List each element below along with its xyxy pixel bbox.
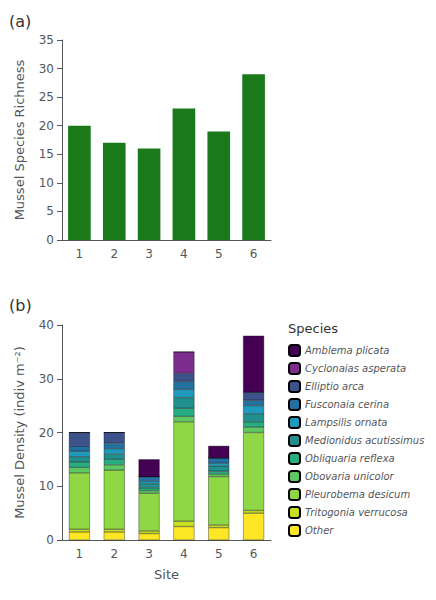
svg-text:Amblema plicata: Amblema plicata: [304, 345, 390, 356]
svg-text:Species: Species: [288, 321, 338, 336]
svg-text:Lampsilis ornata: Lampsilis ornata: [305, 417, 387, 428]
svg-text:4: 4: [180, 547, 188, 561]
svg-text:0: 0: [46, 233, 54, 247]
svg-text:Tritogonia verrucosa: Tritogonia verrucosa: [305, 507, 408, 518]
svg-text:5: 5: [215, 247, 223, 261]
svg-text:0: 0: [46, 533, 54, 547]
svg-text:35: 35: [39, 33, 54, 47]
svg-text:Medionidus acutissimus: Medionidus acutissimus: [305, 435, 424, 446]
svg-text:Cyclonaias asperata: Cyclonaias asperata: [305, 363, 406, 374]
svg-text:Elliptio arca: Elliptio arca: [305, 381, 364, 392]
svg-text:5: 5: [215, 547, 223, 561]
svg-text:2: 2: [110, 547, 118, 561]
svg-text:Other: Other: [305, 525, 334, 536]
svg-text:25: 25: [39, 90, 54, 104]
svg-text:20: 20: [39, 426, 54, 440]
svg-text:10: 10: [39, 479, 54, 493]
svg-text:3: 3: [145, 547, 153, 561]
svg-text:(a): (a): [9, 12, 31, 31]
svg-text:30: 30: [39, 372, 54, 386]
svg-text:Pleurobema desicum: Pleurobema desicum: [305, 489, 410, 500]
svg-text:5: 5: [46, 204, 54, 218]
svg-text:Obovaria unicolor: Obovaria unicolor: [305, 471, 395, 482]
svg-text:4: 4: [180, 247, 188, 261]
svg-text:6: 6: [250, 547, 258, 561]
svg-text:30: 30: [39, 62, 54, 76]
svg-text:Fusconaia cerina: Fusconaia cerina: [305, 399, 389, 410]
svg-text:1: 1: [76, 247, 84, 261]
svg-text:20: 20: [39, 119, 54, 133]
svg-text:40: 40: [39, 318, 54, 332]
svg-text:6: 6: [250, 247, 258, 261]
svg-text:3: 3: [145, 247, 153, 261]
svg-text:2: 2: [110, 247, 118, 261]
svg-text:Obliquaria reflexa: Obliquaria reflexa: [305, 453, 395, 464]
svg-text:15: 15: [39, 147, 54, 161]
svg-text:Mussel Species Richness: Mussel Species Richness: [12, 59, 27, 220]
svg-text:Mussel Density (indiv m⁻²): Mussel Density (indiv m⁻²): [12, 346, 27, 519]
svg-text:10: 10: [39, 176, 54, 190]
svg-text:(b): (b): [9, 296, 32, 315]
svg-text:1: 1: [76, 547, 84, 561]
svg-text:Site: Site: [154, 567, 179, 582]
